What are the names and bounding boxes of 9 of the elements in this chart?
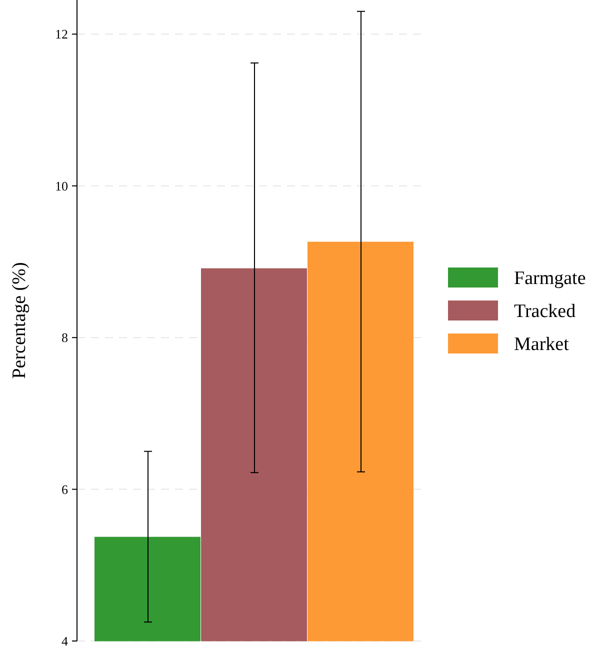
- legend-label: Farmgate: [514, 268, 586, 290]
- legend-label: Tracked: [514, 301, 576, 322]
- legend-label: Market: [514, 334, 570, 356]
- y-axis-title: Percentage (%): [9, 262, 30, 379]
- y-tick-label: 12: [55, 26, 68, 42]
- y-tick-label: 8: [62, 330, 68, 346]
- y-tick-label: 6: [62, 482, 68, 497]
- y-tick-label: 10: [55, 178, 68, 194]
- y-tick-label: 4: [62, 634, 68, 649]
